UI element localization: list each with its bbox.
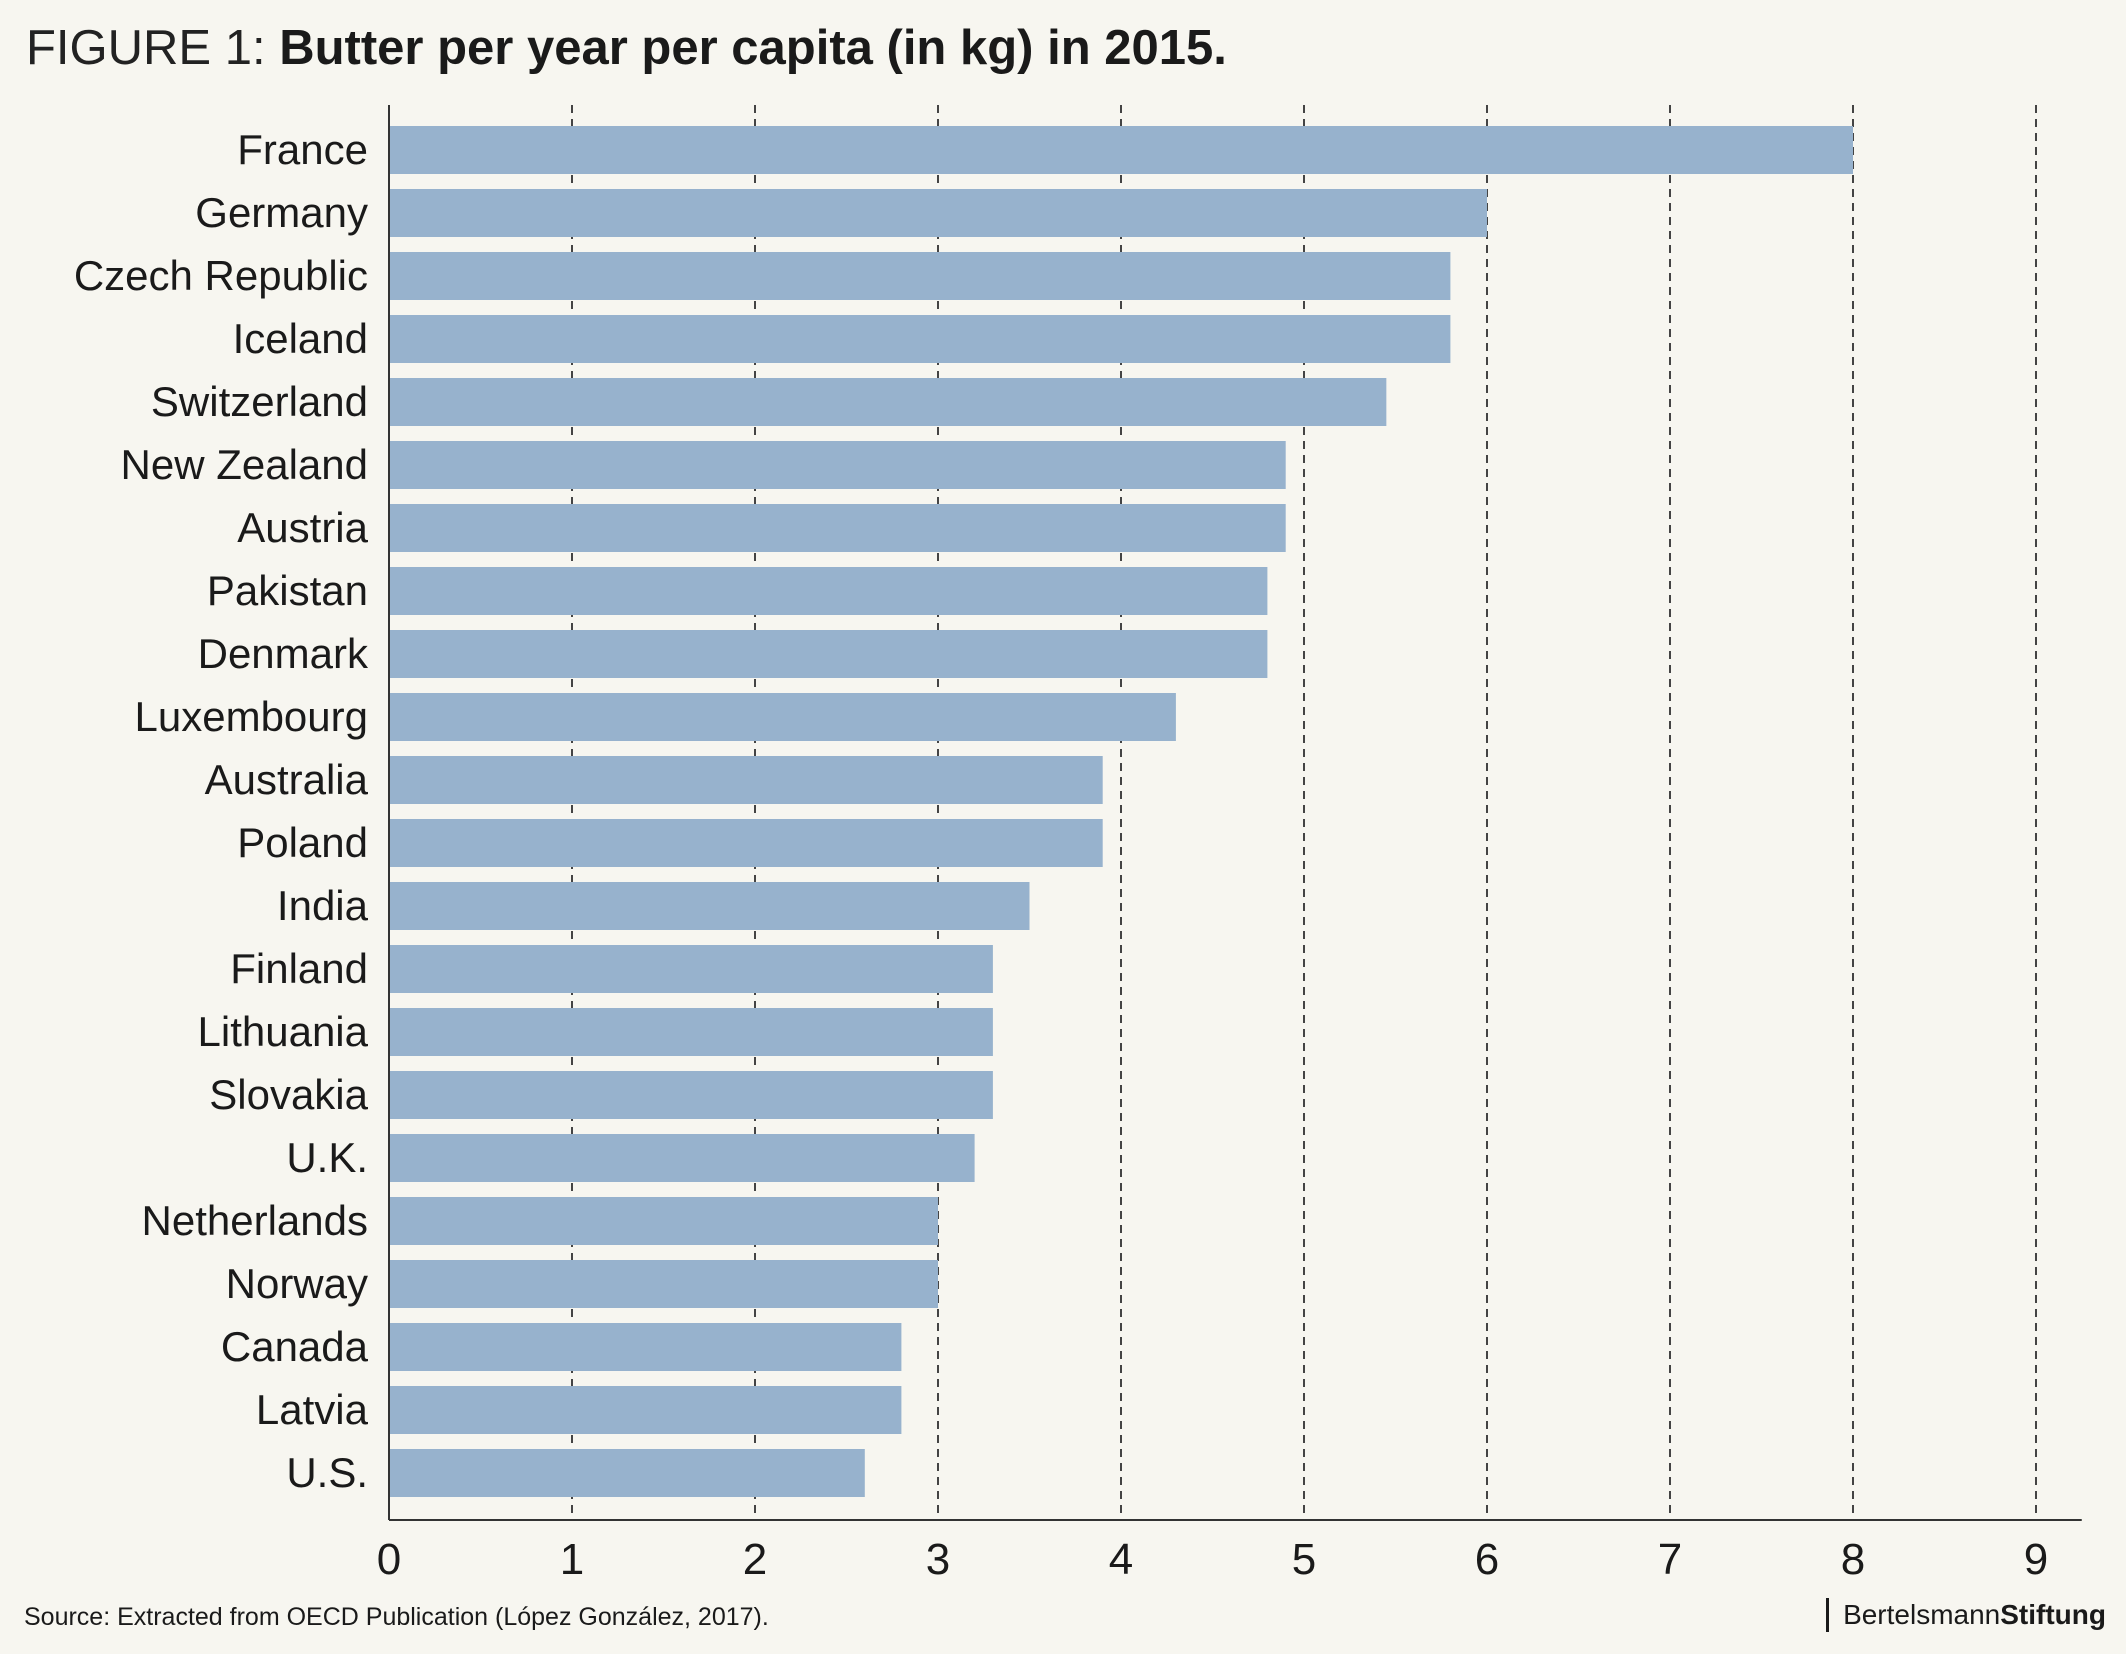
bar-slovakia bbox=[389, 1071, 993, 1119]
bar-luxembourg bbox=[389, 693, 1176, 741]
bar-poland bbox=[389, 819, 1103, 867]
figure-number: FIGURE 1: bbox=[26, 21, 266, 75]
bar-czech-republic bbox=[389, 252, 1451, 300]
category-label-slovakia: Slovakia bbox=[209, 1071, 368, 1118]
chart-title: FIGURE 1: Butter per year per capita (in… bbox=[26, 18, 1227, 78]
bar-pakistan bbox=[389, 567, 1268, 615]
bar-france bbox=[389, 126, 1853, 174]
x-tick-label-4: 4 bbox=[1109, 1535, 1133, 1584]
category-label-luxembourg: Luxembourg bbox=[135, 693, 368, 740]
bar-iceland bbox=[389, 315, 1451, 363]
x-tick-label-9: 9 bbox=[2024, 1535, 2048, 1584]
bar-austria bbox=[389, 504, 1286, 552]
x-tick-label-0: 0 bbox=[377, 1535, 401, 1584]
x-tick-label-1: 1 bbox=[560, 1535, 584, 1584]
category-label-austria: Austria bbox=[237, 504, 368, 551]
category-label-norway: Norway bbox=[226, 1260, 368, 1307]
bar-finland bbox=[389, 945, 993, 993]
x-tick-label-8: 8 bbox=[1841, 1535, 1865, 1584]
logo-part1: Bertelsmann bbox=[1843, 1599, 2001, 1630]
category-label-lithuania: Lithuania bbox=[198, 1008, 369, 1055]
bar-lithuania bbox=[389, 1008, 993, 1056]
bar-norway bbox=[389, 1260, 938, 1308]
bar-new-zealand bbox=[389, 441, 1286, 489]
category-label-latvia: Latvia bbox=[256, 1386, 369, 1433]
category-label-netherlands: Netherlands bbox=[142, 1197, 368, 1244]
source-note: Source: Extracted from OECD Publication … bbox=[24, 1603, 769, 1631]
category-label-u-k: U.K. bbox=[286, 1134, 368, 1181]
x-tick-label-6: 6 bbox=[1475, 1535, 1499, 1584]
category-label-france: France bbox=[237, 126, 368, 173]
x-tick-label-7: 7 bbox=[1658, 1535, 1682, 1584]
bar-germany bbox=[389, 189, 1487, 237]
x-tick-label-3: 3 bbox=[926, 1535, 950, 1584]
category-label-u-s: U.S. bbox=[286, 1449, 368, 1496]
x-tick-label-5: 5 bbox=[1292, 1535, 1316, 1584]
bar-switzerland bbox=[389, 378, 1387, 426]
category-label-pakistan: Pakistan bbox=[207, 567, 368, 614]
publisher-logo: BertelsmannStiftung bbox=[1826, 1598, 2106, 1632]
category-label-india: India bbox=[277, 882, 369, 929]
bar-netherlands bbox=[389, 1197, 938, 1245]
bar-denmark bbox=[389, 630, 1268, 678]
category-label-canada: Canada bbox=[221, 1323, 369, 1370]
category-label-switzerland: Switzerland bbox=[151, 378, 368, 425]
bar-india bbox=[389, 882, 1030, 930]
bar-latvia bbox=[389, 1386, 902, 1434]
bar-u-s bbox=[389, 1449, 865, 1497]
category-label-australia: Australia bbox=[205, 756, 369, 803]
category-label-iceland: Iceland bbox=[233, 315, 368, 362]
category-label-czech-republic: Czech Republic bbox=[74, 252, 368, 299]
bar-u-k bbox=[389, 1134, 975, 1182]
bar-canada bbox=[389, 1323, 902, 1371]
category-label-denmark: Denmark bbox=[198, 630, 369, 677]
x-tick-label-2: 2 bbox=[743, 1535, 767, 1584]
category-label-finland: Finland bbox=[230, 945, 368, 992]
category-label-poland: Poland bbox=[237, 819, 368, 866]
category-label-new-zealand: New Zealand bbox=[121, 441, 368, 488]
category-label-germany: Germany bbox=[195, 189, 368, 236]
bar-australia bbox=[389, 756, 1103, 804]
logo-part2: Stiftung bbox=[2000, 1599, 2106, 1630]
chart-title-text: Butter per year per capita (in kg) in 20… bbox=[279, 21, 1227, 75]
